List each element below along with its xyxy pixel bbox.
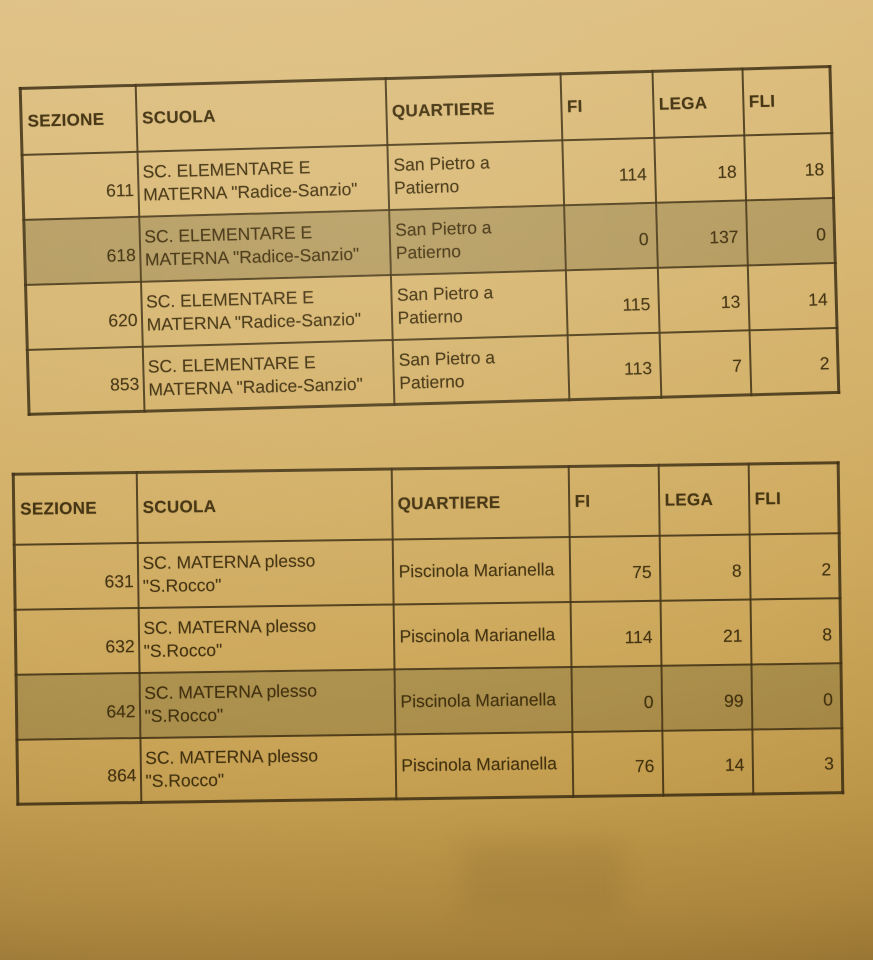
cell-lega: 7 [659,329,751,398]
column-header-sezione: SEZIONE [13,472,138,545]
column-header-fli: FLI [748,462,840,534]
cell-fi: 0 [563,202,658,270]
cell-fi: 75 [569,535,661,602]
cell-lega: 8 [659,533,751,601]
cell-fli: 3 [751,727,843,794]
cell-scuola: SC. ELEMENTARE E MATERNA "Radice-Sanzio" [142,339,394,412]
election-results-table-2: SEZIONE SCUOLA QUARTIERE FI LEGA FLI 631… [11,461,845,806]
table-row-631: 631 SC. MATERNA plesso "S.Rocco" Piscino… [14,532,841,610]
column-header-fi: FI [560,71,654,140]
cell-fli: 14 [747,262,838,330]
cell-fi: 0 [570,665,662,732]
cell-lega: 18 [653,134,746,203]
column-header-scuola: SCUOLA [135,78,387,152]
header-row: SEZIONE SCUOLA QUARTIERE FI LEGA FLI [13,462,840,545]
column-header-sezione: SEZIONE [20,85,137,155]
cell-fi: 113 [567,332,661,400]
column-header-quartiere: QUARTIERE [385,73,562,145]
cell-quartiere: Piscinola Marianella [392,536,571,604]
cell-sezione: 853 [27,346,145,415]
results-table-san-pietro: SEZIONE SCUOLA QUARTIERE FI LEGA FLI 611… [18,65,841,416]
cell-fli: 8 [750,597,841,664]
cell-sezione: 620 [25,281,143,350]
cell-fi: 114 [570,600,661,667]
cell-fi: 76 [571,730,663,797]
cell-quartiere: San Pietro a Patierno [392,334,569,405]
cell-scuola: SC. ELEMENTARE E MATERNA "Radice-Sanzio" [138,209,391,282]
cell-quartiere: San Pietro a Patierno [390,269,568,340]
cell-scuola: SC. ELEMENTARE E MATERNA "Radice-Sanzio" [140,274,393,347]
cell-quartiere: Piscinola Marianella [393,666,572,734]
column-header-fli: FLI [741,66,832,135]
cell-scuola: SC. MATERNA plesso "S.Rocco" [138,603,394,673]
cell-lega: 137 [655,199,748,268]
results-table-piscinola: SEZIONE SCUOLA QUARTIERE FI LEGA FLI 631… [11,461,845,806]
cell-quartiere: San Pietro a Patierno [388,204,566,275]
cell-sezione: 642 [16,672,140,740]
column-header-fi: FI [568,465,660,537]
cell-quartiere: Piscinola Marianella [394,731,573,799]
cell-fli: 0 [750,662,842,729]
cell-fli: 2 [749,327,839,395]
cell-quartiere: Piscinola Marianella [393,601,571,669]
cell-lega: 13 [657,264,750,333]
column-header-lega: LEGA [652,68,744,138]
cell-fi: 115 [565,267,660,335]
cell-fli: 2 [749,532,841,599]
cell-fi: 114 [561,137,656,205]
cell-sezione: 611 [22,151,139,220]
cell-lega: 14 [661,728,753,796]
cell-scuola: SC. MATERNA plesso "S.Rocco" [139,733,396,803]
paper-shadow-smudge [462,842,622,912]
cell-sezione: 631 [14,542,139,610]
cell-sezione: 618 [23,216,141,285]
table-row-864: 864 SC. MATERNA plesso "S.Rocco" Piscino… [16,727,843,805]
cell-scuola: SC. MATERNA plesso "S.Rocco" [137,538,394,608]
table-row-632: 632 SC. MATERNA plesso "S.Rocco" Piscino… [15,597,841,675]
cell-fli: 0 [745,197,836,265]
cell-lega: 99 [660,663,752,731]
cell-scuola: SC. MATERNA plesso "S.Rocco" [139,668,395,738]
election-results-table-1: SEZIONE SCUOLA QUARTIERE FI LEGA FLI 611… [18,65,841,416]
column-header-quartiere: QUARTIERE [391,466,570,539]
cell-lega: 21 [660,598,751,666]
column-header-scuola: SCUOLA [136,468,393,543]
cell-sezione: 632 [15,607,140,675]
cell-quartiere: San Pietro a Patierno [386,139,564,210]
cell-sezione: 864 [16,737,141,805]
cell-scuola: SC. ELEMENTARE E MATERNA "Radice-Sanzio" [136,144,389,217]
column-header-lega: LEGA [658,463,750,536]
cell-fli: 18 [743,132,834,200]
table-row-642: 642 SC. MATERNA plesso "S.Rocco" Piscino… [16,662,842,740]
